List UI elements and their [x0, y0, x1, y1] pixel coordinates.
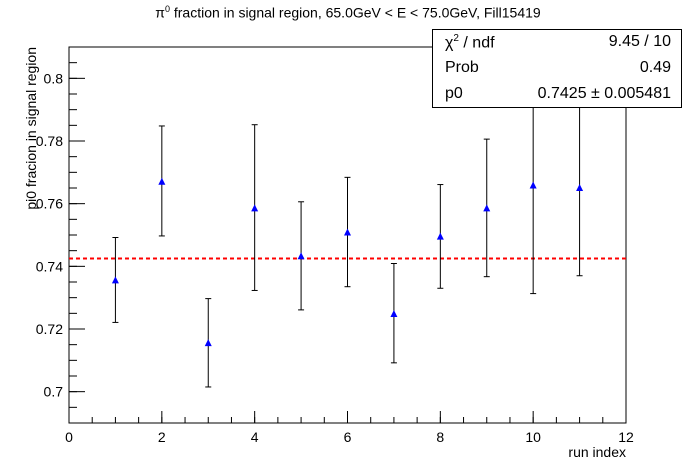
stat-row-p0: p0 0.7425 ± 0.005481	[433, 82, 681, 107]
x-axis-label: run index	[568, 444, 626, 460]
data-point	[204, 339, 212, 347]
x-tick-label: 2	[158, 429, 166, 445]
data-point	[529, 181, 537, 189]
chart-title: π0 fraction in signal region, 65.0GeV < …	[155, 4, 541, 21]
x-tick-label: 8	[436, 429, 444, 445]
x-tick-label: 12	[618, 429, 634, 445]
y-tick-label: 0.8	[44, 70, 64, 86]
prob-label: Prob	[445, 59, 479, 76]
data-point	[483, 204, 491, 212]
y-tick-label: 0.72	[36, 321, 63, 337]
y-tick-label: 0.78	[36, 133, 63, 149]
p0-label: p0	[445, 85, 463, 102]
data-point	[111, 276, 119, 284]
x-tick-label: 0	[65, 429, 73, 445]
fit-stats-box: χ2 / ndf 9.45 / 10 Prob 0.49 p0 0.7425 ±…	[432, 29, 682, 108]
data-point	[344, 228, 351, 236]
x-tick-label: 6	[344, 429, 352, 445]
stat-row-chi2: χ2 / ndf 9.45 / 10	[433, 30, 681, 55]
data-point	[576, 184, 584, 191]
data-point	[297, 252, 305, 260]
y-axis-label: pi0 fracion in signal region	[23, 47, 39, 210]
prob-value: 0.49	[639, 59, 671, 76]
data-point	[158, 177, 166, 185]
x-tick-label: 4	[251, 429, 259, 445]
data-point	[436, 232, 444, 240]
data-point	[251, 204, 259, 212]
chi2-value: 9.45 / 10	[608, 33, 671, 50]
stat-row-prob: Prob 0.49	[433, 56, 681, 81]
p0-value: 0.7425 ± 0.005481	[537, 85, 671, 102]
y-tick-label: 0.7	[44, 384, 64, 400]
y-tick-label: 0.76	[36, 196, 63, 212]
x-tick-label: 10	[525, 429, 541, 445]
y-tick-label: 0.74	[36, 258, 63, 274]
data-point	[390, 309, 398, 317]
chi2-label: χ2 / ndf	[445, 33, 495, 52]
